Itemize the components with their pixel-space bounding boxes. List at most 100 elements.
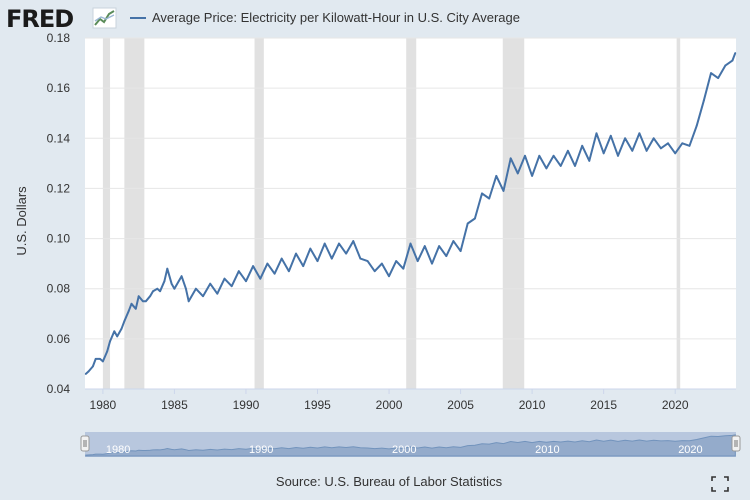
series-point: [438, 245, 441, 247]
series-point: [495, 174, 498, 177]
series-point: [488, 197, 491, 200]
series-point: [130, 302, 133, 305]
series-point: [230, 285, 233, 288]
series-point: [373, 270, 376, 273]
series-point: [409, 242, 412, 245]
x-tick-label: 1980: [90, 398, 117, 412]
series-point: [380, 262, 383, 265]
series-point: [388, 275, 390, 278]
series-point: [659, 147, 662, 150]
series-point: [166, 267, 169, 270]
series-point: [473, 217, 476, 220]
series-group[interactable]: [84, 52, 737, 375]
series-point: [395, 260, 398, 263]
legend[interactable]: Average Price: Electricity per Kilowatt-…: [130, 10, 520, 25]
series-point: [459, 250, 462, 253]
series-point: [245, 280, 247, 283]
y-axis-ticks: 0.04 0.06 0.08 0.10 0.12 0.14 0.16 0.18: [47, 31, 71, 396]
recession-band: [676, 38, 681, 389]
series-point: [252, 265, 255, 268]
series-point: [163, 280, 166, 283]
navigator-tick-label: 2000: [392, 444, 416, 456]
series-point: [194, 287, 197, 290]
series-point: [338, 242, 340, 245]
series-point: [431, 262, 433, 265]
y-tick-label: 0.04: [47, 382, 71, 396]
series-point: [302, 265, 305, 268]
series-point: [152, 290, 154, 293]
series-point: [552, 154, 555, 157]
recession-bands: [102, 38, 681, 389]
series-point: [695, 124, 698, 127]
series-point: [159, 290, 162, 293]
y-tick-label: 0.08: [47, 282, 71, 296]
recession-band: [502, 38, 525, 389]
series-point: [116, 335, 119, 338]
series-point: [516, 172, 519, 175]
y-tick-label: 0.18: [47, 31, 71, 45]
series-point: [366, 260, 369, 263]
series-point: [101, 360, 104, 363]
series-point: [330, 257, 333, 260]
series-point: [84, 373, 87, 375]
series-point: [717, 77, 720, 80]
series-point: [481, 192, 483, 195]
series-point: [566, 149, 569, 152]
series-point: [323, 242, 326, 245]
series-point: [452, 240, 455, 242]
series-point: [184, 287, 187, 290]
y-tick-label: 0.10: [47, 232, 71, 246]
navigator-series-area: [85, 434, 736, 457]
series-point: [309, 247, 312, 250]
series-point: [559, 164, 562, 167]
series-point: [359, 257, 362, 260]
x-axis-ticks: 1980 1985 1990 1995 2000 2005 2010 2015 2020: [85, 388, 736, 412]
series-point: [237, 270, 240, 273]
series-point: [216, 292, 219, 295]
series-point: [667, 142, 669, 145]
fred-logo[interactable]: FRED: [6, 5, 117, 33]
series-point: [202, 295, 204, 298]
recession-band: [406, 38, 417, 389]
y-axis-label: U.S. Dollars: [14, 186, 29, 256]
series-point: [724, 64, 727, 67]
navigator-handle-right[interactable]: [731, 435, 741, 452]
series-point: [87, 370, 90, 373]
series-point: [352, 240, 355, 242]
x-tick-label: 1990: [233, 398, 260, 412]
series-point: [445, 255, 448, 258]
series-point: [731, 59, 734, 62]
series-point: [345, 252, 348, 255]
series-point: [287, 270, 290, 273]
x-tick-label: 2010: [519, 398, 546, 412]
x-tick-label: 1985: [161, 398, 188, 412]
series-point: [710, 72, 712, 74]
series-point: [142, 300, 144, 303]
series-point: [545, 167, 548, 170]
navigator-handle-left[interactable]: [80, 435, 90, 452]
series-point: [180, 275, 183, 278]
series-point: [223, 277, 226, 280]
fullscreen-icon[interactable]: [711, 476, 729, 492]
x-tick-label: 1995: [304, 398, 331, 412]
series-point: [156, 287, 159, 290]
y-tick-label: 0.12: [47, 181, 71, 195]
series-point: [259, 277, 262, 280]
fred-chart-icon: [92, 7, 117, 29]
series-point: [688, 144, 691, 147]
navigator-tick-label: 1980: [106, 444, 130, 456]
series-point: [113, 330, 116, 333]
series-point: [617, 154, 619, 157]
series-point: [524, 154, 526, 157]
series-point: [702, 99, 705, 102]
series-point: [734, 52, 737, 54]
series-point: [295, 252, 297, 255]
series-point: [209, 282, 212, 285]
range-navigator[interactable]: 1980 1990 2000 2010 2020: [80, 432, 741, 457]
series-point: [266, 262, 269, 265]
series-point: [502, 190, 505, 192]
series-point: [609, 134, 612, 137]
recession-band: [102, 38, 111, 389]
series-point: [316, 260, 319, 263]
